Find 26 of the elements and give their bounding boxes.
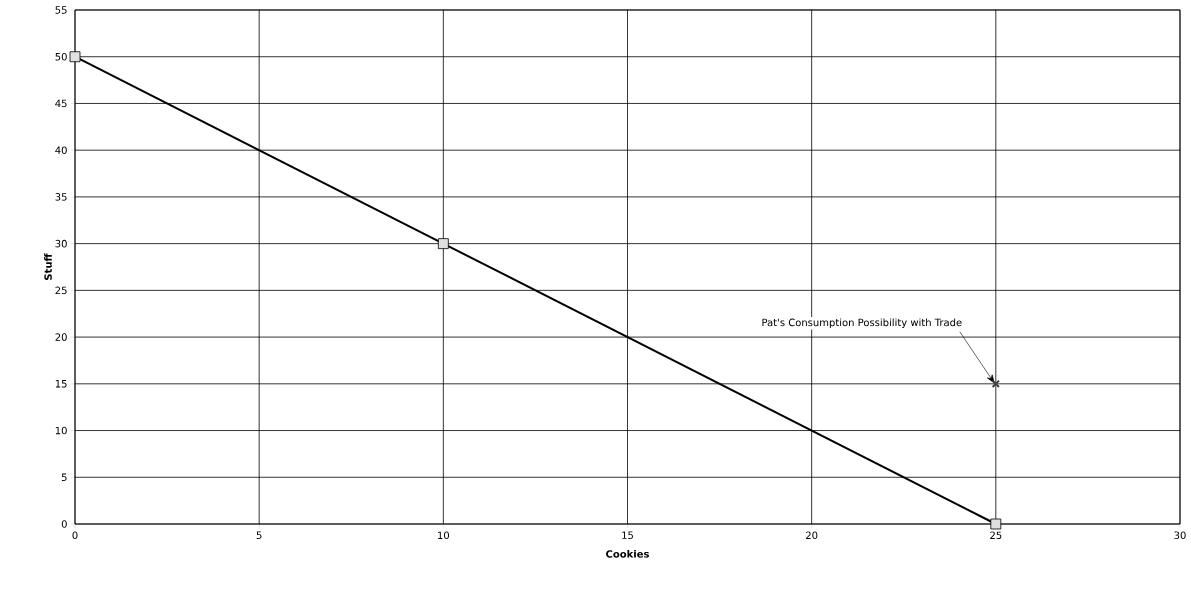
y-tick-label: 45: [55, 99, 67, 108]
y-axis-title: Stuff: [44, 253, 52, 280]
point: [991, 379, 1000, 388]
point: [990, 518, 1002, 530]
x-tick-label: 10: [438, 531, 450, 540]
x-tick-label: 5: [256, 531, 262, 539]
y-tick-label: 35: [55, 193, 67, 201]
annotation: Pat's Consumption Possibility with Trade: [762, 318, 962, 329]
point: [69, 51, 81, 63]
x-tick-label: 25: [990, 531, 1002, 540]
x-tick-label: 15: [622, 531, 633, 539]
y-tick-label: 15: [55, 380, 67, 388]
point: [437, 238, 449, 250]
x-axis-title: Cookies: [606, 549, 649, 558]
y-tick-label: 10: [55, 426, 67, 435]
y-tick-label: 5: [61, 473, 67, 481]
y-tick-label: 25: [55, 286, 67, 295]
y-tick-label: 55: [55, 6, 67, 14]
x-tick-label: 20: [806, 531, 818, 540]
y-tick-label: 30: [55, 239, 67, 248]
y-tick-label: 50: [55, 52, 67, 61]
y-tick-label: 20: [55, 333, 67, 341]
y-tick-label: 40: [55, 146, 67, 154]
x-tick-label: 30: [1174, 531, 1186, 540]
x-tick-label: 0: [72, 531, 78, 540]
y-tick-label: 0: [61, 520, 67, 528]
